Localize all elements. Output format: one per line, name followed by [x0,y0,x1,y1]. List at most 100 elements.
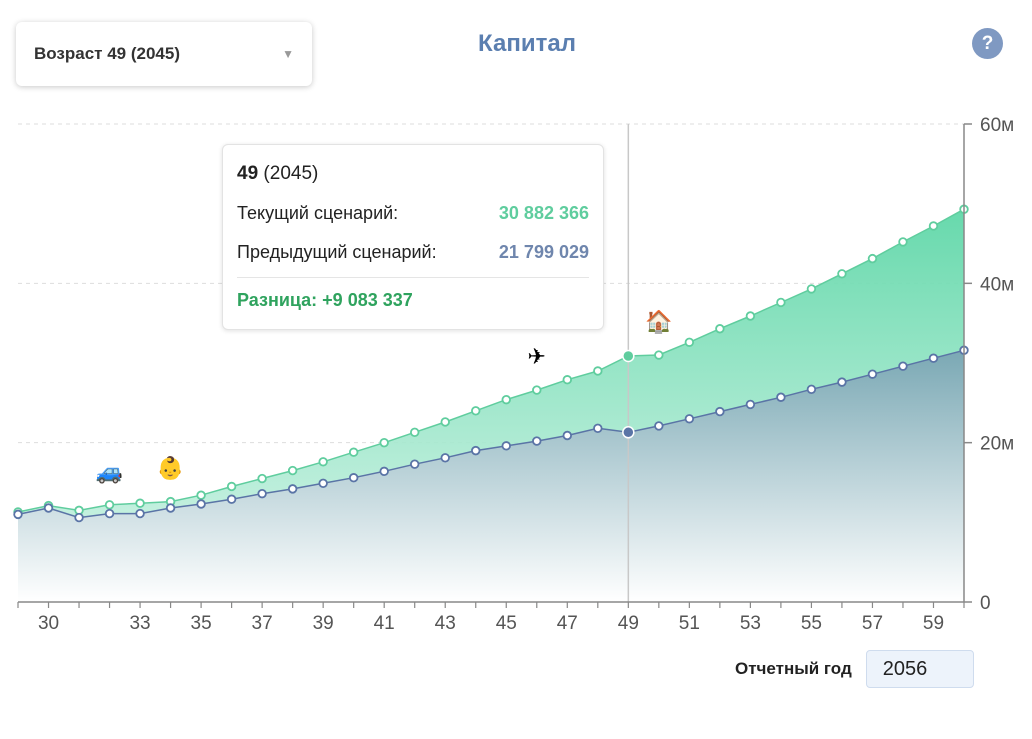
x-tick-label: 45 [496,613,517,634]
previous-scenario-value: 21 799 029 [498,242,589,262]
current-scenario-point [928,221,939,231]
age-select-value: Возраст 49 (2045) [34,44,181,63]
x-tick-label: 43 [435,613,456,634]
current-scenario-point [532,385,542,395]
current-scenario-point [593,366,603,376]
report-year-input[interactable] [865,650,974,688]
previous-scenario-point [471,445,481,456]
previous-scenario-point [43,503,54,513]
x-tick-label: 39 [313,613,334,634]
current-scenario-point [898,237,908,247]
current-scenario-point [287,465,298,476]
current-scenario-point [471,406,481,416]
y-tick-label: 20м [980,434,1014,455]
current-scenario-point [135,498,145,508]
current-scenario-point [196,490,206,500]
current-scenario-point [562,375,572,385]
y-tick-label: 40м [980,274,1014,295]
current-scenario-point [684,337,695,347]
current-scenario-point [745,311,756,321]
current-scenario-label: Текущий сценарий: [237,203,399,223]
help-icon[interactable]: ? [972,28,1003,59]
previous-scenario-point [74,512,84,523]
car-icon: 🚙 [96,460,123,485]
previous-scenario-point [379,466,389,477]
previous-scenario-point [196,499,206,509]
tooltip-divider [237,277,589,278]
house-icon: 🏠 [645,309,672,335]
tooltip-year: (2045) [263,163,319,184]
current-scenario-point [622,349,635,363]
x-tick-label: 57 [862,613,883,634]
x-tick-label: 41 [374,613,395,634]
previous-scenario-point [622,426,635,439]
previous-scenario-point [226,494,237,504]
current-scenario-point [654,350,664,360]
previous-scenario-point [654,421,664,431]
previous-scenario-point [348,473,359,483]
y-tick-label: 0 [980,593,991,614]
previous-scenario-point [776,392,786,402]
current-scenario-line [17,208,965,513]
previous-scenario-point [837,377,847,387]
current-scenario-point [104,500,115,510]
previous-scenario-point [287,484,298,494]
current-scenario-point [318,457,328,467]
baby-icon: 👶 [157,456,184,482]
previous-scenario-point [257,488,267,499]
previous-scenario-point [135,508,145,519]
previous-scenario-point [532,436,542,446]
x-tick-label: 51 [679,613,700,634]
current-scenario-point [410,427,420,438]
current-scenario-point [715,324,725,334]
previous-scenario-point [501,441,511,451]
previous-scenario-point [684,414,695,424]
x-tick-label: 33 [129,613,150,634]
previous-scenario-point [13,509,23,520]
previous-scenario-point [715,406,725,417]
current-scenario-value: 30 882 366 [498,203,589,223]
current-scenario-point [806,284,817,294]
previous-scenario-point [165,503,176,513]
x-tick-label: 37 [252,613,273,634]
x-tick-label: 49 [618,613,639,634]
previous-scenario-point [440,453,450,463]
current-scenario-point [776,297,786,308]
previous-scenario-area [18,350,964,602]
previous-scenario-point [562,430,572,441]
current-scenario-point [501,394,511,405]
chart-tooltip: 49 (2045) Текущий сценарий: 30 882 366 П… [222,144,604,330]
previous-scenario-point [745,399,756,410]
x-tick-label: 59 [923,613,944,634]
x-tick-label: 53 [740,613,761,634]
x-tick-label: 30 [38,613,59,634]
previous-scenario-point [593,423,603,434]
previous-scenario-point [928,353,939,363]
previous-scenario-point [410,459,420,469]
current-scenario-point [379,437,389,448]
current-scenario-point [867,253,878,264]
previous-scenario-point [898,361,908,371]
chart-title: Капитал [478,30,576,57]
x-tick-label: 55 [801,613,822,634]
x-tick-label: 47 [557,613,578,634]
previous-scenario-line [17,349,965,519]
chevron-down-icon: ▼ [282,47,294,61]
report-year-label: Отчетный год [735,659,852,678]
current-scenario-point [440,417,450,427]
x-tick-label: 35 [191,613,212,634]
previous-scenario-label: Предыдущий сценарий: [237,242,437,262]
airplane-icon: ✈ [528,345,546,370]
previous-scenario-point [104,508,115,519]
previous-scenario-point [867,369,878,379]
previous-scenario-point [806,384,817,394]
current-scenario-point [348,447,359,457]
tooltip-age: 49 [237,163,259,184]
current-scenario-point [257,473,267,484]
previous-scenario-point [318,478,328,488]
current-scenario-point [226,481,237,492]
age-select[interactable]: Возраст 49 (2045) ▼ [16,22,312,86]
current-scenario-point [837,269,847,279]
report-year: Отчетный год [735,650,974,688]
